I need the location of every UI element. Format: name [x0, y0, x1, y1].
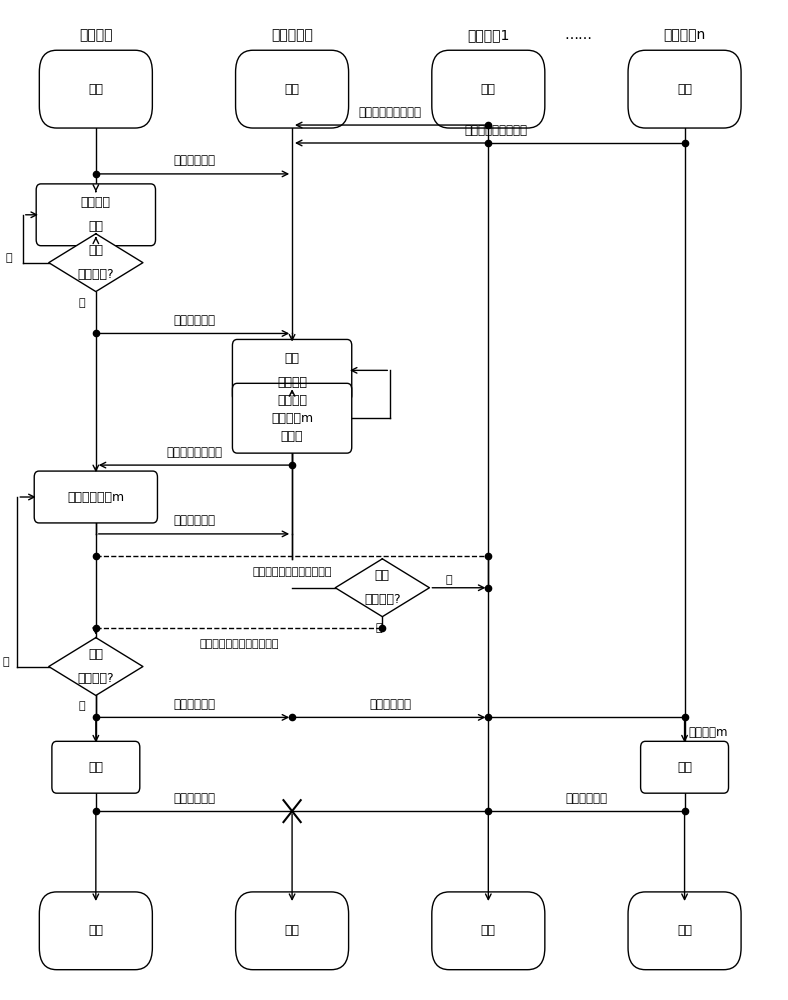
Text: 是否: 是否 [88, 648, 103, 661]
Polygon shape [49, 638, 143, 695]
Polygon shape [49, 234, 143, 292]
Text: 换电: 换电 [677, 761, 692, 774]
Text: 否: 否 [446, 575, 452, 585]
Text: 开始: 开始 [481, 83, 496, 96]
Text: 换电装置1: 换电装置1 [467, 28, 510, 42]
Text: 换电: 换电 [88, 761, 103, 774]
Text: 结束: 结束 [88, 924, 103, 937]
Text: 注册车辆信息: 注册车辆信息 [173, 154, 215, 167]
Text: 剩余电量: 剩余电量 [81, 196, 111, 209]
Text: 是否: 是否 [375, 569, 390, 582]
Text: 检测: 检测 [88, 220, 103, 233]
FancyBboxPatch shape [52, 741, 139, 793]
Text: 的位置: 的位置 [281, 430, 303, 443]
Text: 换电完成通告: 换电完成通告 [566, 792, 608, 805]
Text: 云管理平台: 云管理平台 [271, 28, 313, 42]
Text: 换电装置n: 换电装置n [663, 28, 706, 42]
Text: 车辆换电请求: 车辆换电请求 [173, 514, 215, 527]
Text: 关联换电装置m: 关联换电装置m [67, 491, 125, 504]
FancyBboxPatch shape [36, 184, 155, 246]
FancyBboxPatch shape [628, 892, 741, 970]
Text: 换电车辆: 换电车辆 [79, 28, 113, 42]
Text: 准备换电指示: 准备换电指示 [173, 698, 215, 711]
Text: 换电装置位置通知: 换电装置位置通知 [166, 446, 222, 459]
Text: 可以换电?: 可以换电? [364, 593, 400, 606]
Text: 准备换电指示: 准备换电指示 [370, 698, 411, 711]
Text: 车辆换电响应（允许换电）: 车辆换电响应（允许换电） [199, 639, 279, 649]
Text: 是: 是 [78, 298, 85, 308]
Text: 上报位置及状态信息: 上报位置及状态信息 [465, 124, 528, 137]
Text: 换电完成通告: 换电完成通告 [173, 792, 215, 805]
Text: 是否: 是否 [88, 244, 103, 257]
FancyBboxPatch shape [236, 892, 348, 970]
Text: 车辆换电响应（不能换电）: 车辆换电响应（不能换电） [252, 567, 332, 577]
FancyBboxPatch shape [628, 50, 741, 128]
Text: 获取最近: 获取最近 [277, 394, 307, 407]
Text: 结束: 结束 [481, 924, 496, 937]
Text: 结束: 结束 [284, 924, 299, 937]
FancyBboxPatch shape [236, 50, 348, 128]
Text: 是: 是 [78, 701, 85, 711]
FancyBboxPatch shape [432, 50, 545, 128]
Text: 电量不足?: 电量不足? [77, 268, 114, 281]
Text: 开始: 开始 [284, 83, 299, 96]
FancyBboxPatch shape [641, 741, 729, 793]
Text: ……: …… [564, 28, 593, 42]
FancyBboxPatch shape [39, 50, 152, 128]
FancyBboxPatch shape [34, 471, 158, 523]
Text: 上报位置及状态信息: 上报位置及状态信息 [359, 106, 422, 119]
Text: 换电装置m: 换电装置m [689, 726, 728, 739]
FancyBboxPatch shape [232, 339, 351, 401]
FancyBboxPatch shape [232, 383, 351, 453]
FancyBboxPatch shape [432, 892, 545, 970]
Text: 车辆位置: 车辆位置 [277, 376, 307, 389]
Text: 换电装置m: 换电装置m [271, 412, 313, 425]
FancyBboxPatch shape [39, 892, 152, 970]
Polygon shape [335, 559, 429, 617]
Text: 结束: 结束 [677, 924, 692, 937]
Text: 可以换电?: 可以换电? [77, 672, 114, 685]
Text: 否: 否 [6, 253, 12, 263]
Text: 获取: 获取 [284, 352, 299, 365]
Text: 电量不足告警: 电量不足告警 [173, 314, 215, 327]
Text: 否: 否 [2, 657, 9, 667]
Text: 开始: 开始 [88, 83, 103, 96]
Text: 是: 是 [375, 623, 381, 633]
Text: 开始: 开始 [677, 83, 692, 96]
